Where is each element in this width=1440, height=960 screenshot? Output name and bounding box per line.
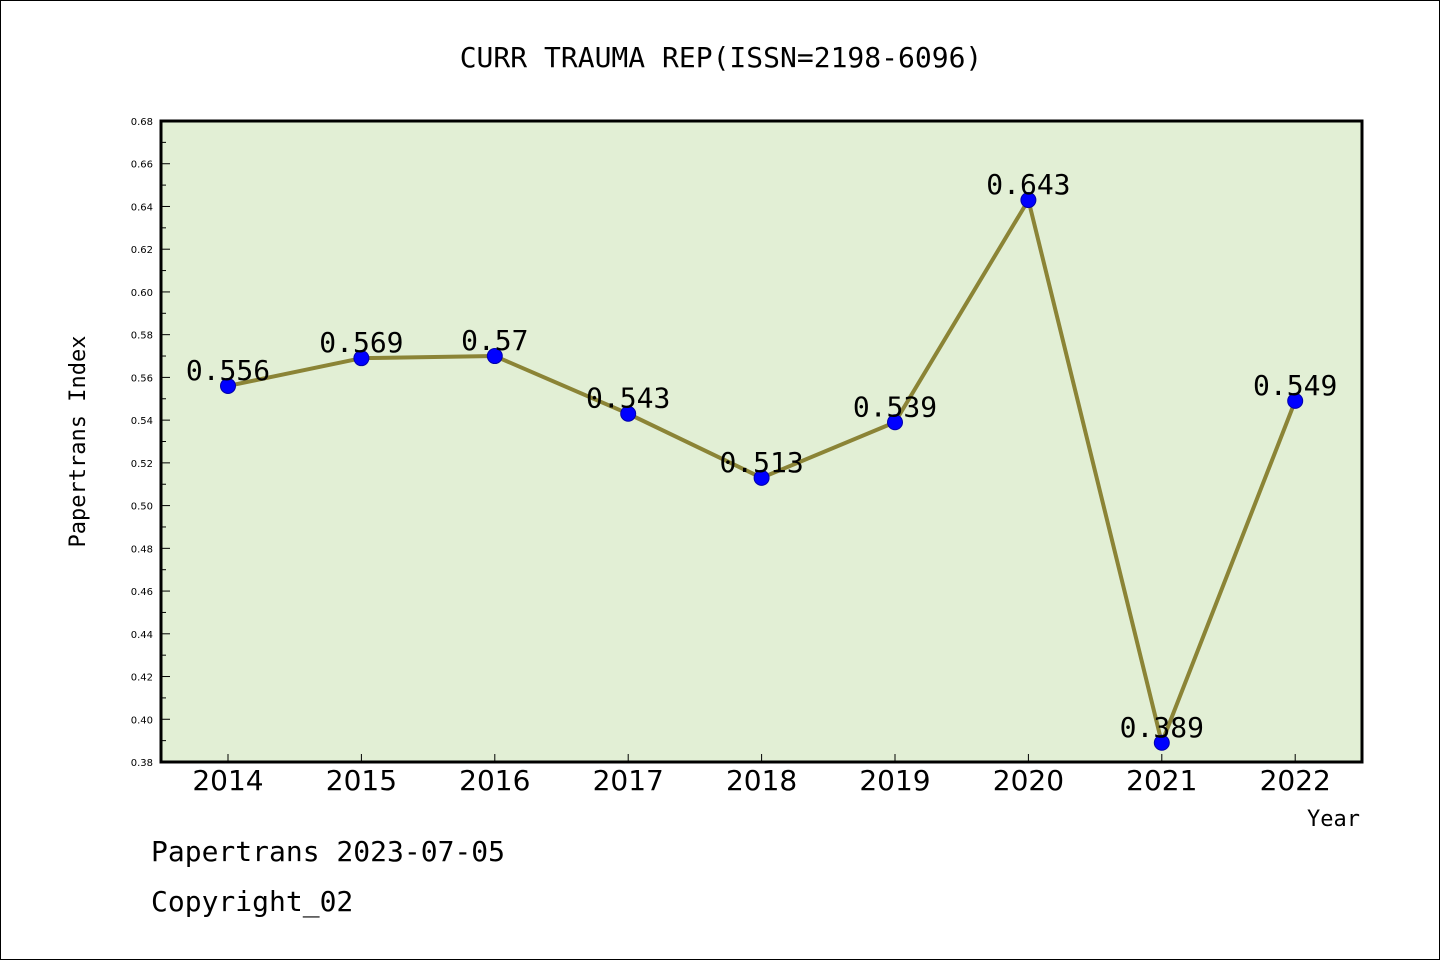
data-point bbox=[486, 348, 503, 365]
x-tick-label: 2020 bbox=[993, 764, 1064, 797]
data-label: 0.543 bbox=[586, 382, 670, 415]
x-tick-label: 2014 bbox=[192, 764, 263, 797]
y-tick-label: 0.50 bbox=[131, 502, 153, 513]
y-tick-label: 0.64 bbox=[131, 202, 153, 213]
data-label: 0.539 bbox=[853, 390, 937, 423]
footer-copyright: Copyright_02 bbox=[151, 885, 354, 918]
x-axis-ticks: 2014 2015 2016 2017 2018 2019 2020 2021 2022 bbox=[192, 754, 1331, 797]
y-tick-label: 0.68 bbox=[131, 117, 153, 128]
data-point bbox=[220, 377, 236, 394]
plot-area bbox=[159, 119, 1364, 764]
y-tick-label: 0.38 bbox=[131, 758, 153, 769]
y-tick-label: 0.60 bbox=[131, 288, 153, 299]
data-label: 0.389 bbox=[1120, 711, 1204, 744]
x-tick-label: 2021 bbox=[1126, 764, 1197, 797]
data-label: 0.556 bbox=[186, 354, 270, 387]
x-tick-label: 2022 bbox=[1260, 764, 1331, 797]
data-point bbox=[620, 405, 637, 422]
data-label: 0.513 bbox=[719, 446, 803, 479]
y-axis-label: Papertrans Index bbox=[66, 336, 91, 548]
x-tick-label: 2016 bbox=[459, 764, 530, 797]
data-labels: 0.556 0.569 0.57 0.543 0.513 0.539 0.643 0.389 0… bbox=[186, 168, 1337, 744]
x-tick-label: 2018 bbox=[726, 764, 797, 797]
y-tick-label: 0.62 bbox=[131, 245, 153, 256]
x-tick-label: 2017 bbox=[593, 764, 664, 797]
y-tick-label: 0.66 bbox=[131, 160, 153, 171]
data-label: 0.643 bbox=[986, 168, 1070, 201]
y-tick-label: 0.56 bbox=[131, 373, 153, 384]
data-point bbox=[1153, 734, 1170, 751]
data-point bbox=[1020, 192, 1037, 209]
footer-date: Papertrans 2023-07-05 bbox=[151, 835, 506, 868]
data-point bbox=[1287, 392, 1304, 409]
y-tick-label: 0.48 bbox=[131, 544, 153, 555]
y-tick-label: 0.46 bbox=[131, 587, 153, 598]
y-tick-label: 0.40 bbox=[131, 715, 153, 726]
y-tick-label: 0.42 bbox=[131, 673, 153, 684]
x-axis-label: Year bbox=[1307, 807, 1360, 832]
data-label: 0.57 bbox=[461, 324, 528, 357]
data-point bbox=[753, 469, 770, 486]
data-points bbox=[220, 192, 1304, 751]
y-tick-label: 0.44 bbox=[131, 630, 153, 641]
data-label: 0.569 bbox=[319, 326, 403, 359]
y-tick-label: 0.54 bbox=[131, 416, 153, 427]
y-axis-ticks: 0.38 0.40 0.42 0.44 0.46 0.48 0.50 0.52 0.54 0.56… bbox=[131, 117, 170, 769]
data-point bbox=[353, 350, 370, 367]
y-tick-label: 0.58 bbox=[131, 331, 153, 342]
x-tick-label: 2015 bbox=[326, 764, 397, 797]
data-label: 0.549 bbox=[1253, 369, 1337, 402]
chart-title: CURR TRAUMA REP(ISSN=2198-6096) bbox=[460, 41, 983, 74]
x-tick-label: 2019 bbox=[859, 764, 930, 797]
y-tick-label: 0.52 bbox=[131, 459, 153, 470]
data-point bbox=[887, 414, 903, 431]
